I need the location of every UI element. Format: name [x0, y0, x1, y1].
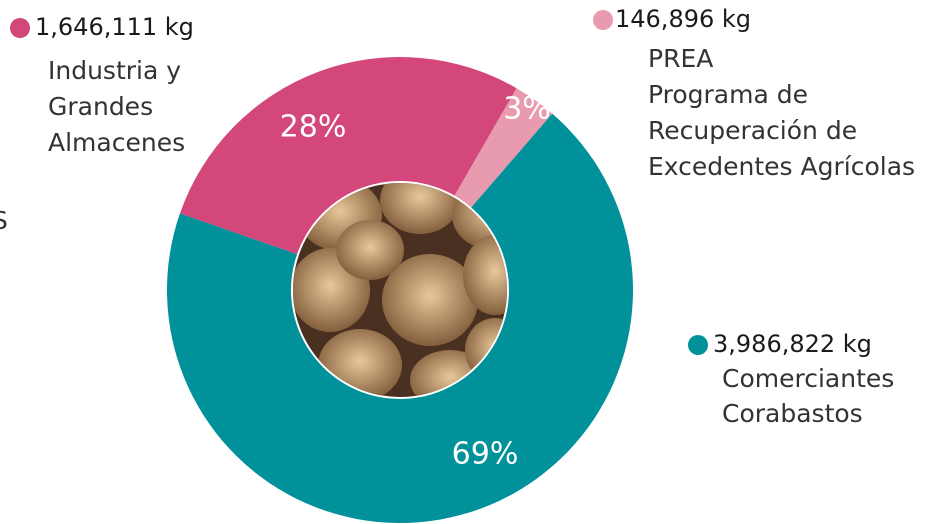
percent-label: 69%	[452, 437, 519, 472]
percent-label: 3%	[503, 92, 551, 127]
donut-segment	[167, 113, 634, 524]
category-label: Grandes	[48, 92, 153, 121]
category-label: Excedentes Agrícolas	[648, 152, 915, 181]
donut-segment	[453, 88, 553, 210]
category-label: Industria y	[48, 56, 181, 85]
category-label: Comerciantes	[722, 364, 894, 393]
legend-dot	[593, 10, 613, 30]
legend-dot	[688, 335, 708, 355]
amount-label: 3,986,822 kg	[713, 330, 872, 358]
category-label: Recuperación de	[648, 116, 857, 145]
category-label: Programa de	[648, 80, 808, 109]
amount-label: 146,896 kg	[615, 5, 751, 33]
cut-off-text: S	[0, 206, 8, 235]
category-label: Corabastos	[722, 399, 863, 428]
amount-label: 1,646,111 kg	[35, 13, 194, 41]
category-label: Almacenes	[48, 128, 185, 157]
legend-dot	[10, 18, 30, 38]
donut-segment	[179, 56, 517, 255]
category-label: PREA	[648, 44, 713, 73]
percent-label: 28%	[280, 110, 347, 145]
